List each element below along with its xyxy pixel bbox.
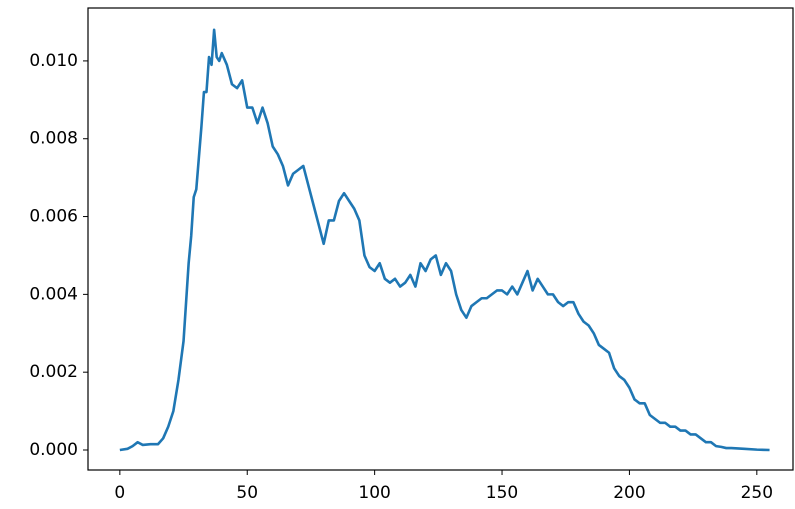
- x-tick-label: 200: [613, 483, 645, 503]
- y-tick-label: 0.006: [29, 207, 78, 227]
- y-tick-label: 0.000: [29, 440, 78, 460]
- x-tick-label: 50: [236, 483, 258, 503]
- x-tick-label: 150: [486, 483, 518, 503]
- x-tick-label: 250: [741, 483, 773, 503]
- x-tick-label: 0: [114, 483, 125, 503]
- x-tick-label: 100: [358, 483, 390, 503]
- plot-frame: [87, 7, 794, 471]
- y-tick-label: 0.008: [29, 129, 78, 149]
- line: [119, 28, 770, 452]
- y-tick-label: 0.002: [29, 362, 78, 382]
- y-tick-label: 0.010: [29, 51, 78, 71]
- y-tick-label: 0.004: [29, 284, 78, 304]
